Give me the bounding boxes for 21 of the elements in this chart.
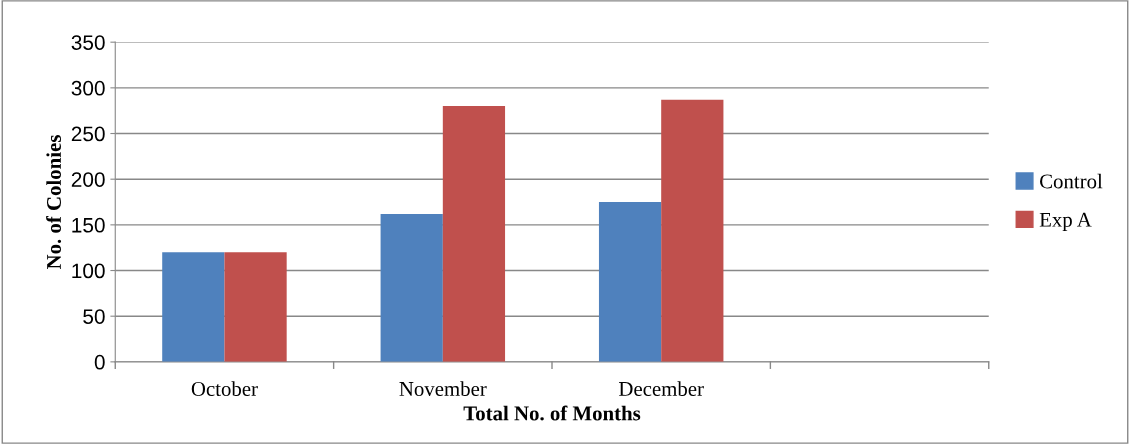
x-tick-label: December	[618, 381, 704, 396]
legend-label: Exp A	[1039, 212, 1092, 232]
bar	[162, 252, 225, 362]
x-axis-title: Total No. of Months	[463, 405, 641, 421]
bar	[661, 99, 724, 362]
y-axis-title: No. of Colonies	[46, 135, 62, 270]
y-tick-label: 350	[71, 35, 105, 50]
legend-label: Control	[1040, 173, 1103, 189]
y-tick-label: 100	[72, 263, 105, 279]
bar	[598, 202, 662, 362]
bar	[380, 213, 443, 362]
bar	[224, 252, 287, 362]
y-tick-label: 150	[72, 217, 105, 233]
x-tick-label: November	[399, 381, 487, 396]
bar	[442, 106, 506, 362]
y-tick-label: 300	[71, 80, 105, 96]
y-tick-label: 250	[71, 126, 105, 142]
y-tick-label: 200	[71, 172, 105, 187]
x-tick-label: October	[191, 381, 258, 396]
y-tick-label: 50	[83, 309, 105, 324]
y-tick-label: 0	[94, 354, 105, 370]
